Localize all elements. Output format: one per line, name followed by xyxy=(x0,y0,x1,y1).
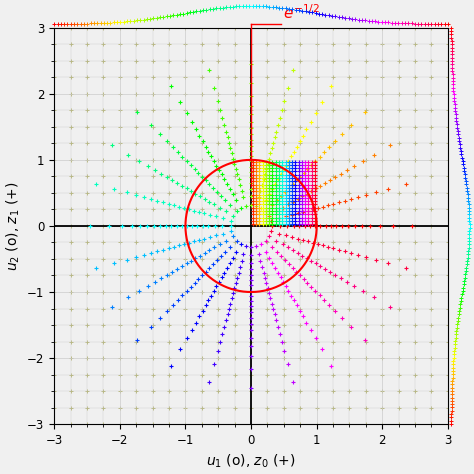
Y-axis label: $u_2$ (o), $z_1$ (+): $u_2$ (o), $z_1$ (+) xyxy=(4,181,21,271)
Text: $e^{-1/2}$: $e^{-1/2}$ xyxy=(283,4,319,22)
X-axis label: $u_1$ (o), $z_0$ (+): $u_1$ (o), $z_0$ (+) xyxy=(206,453,296,470)
